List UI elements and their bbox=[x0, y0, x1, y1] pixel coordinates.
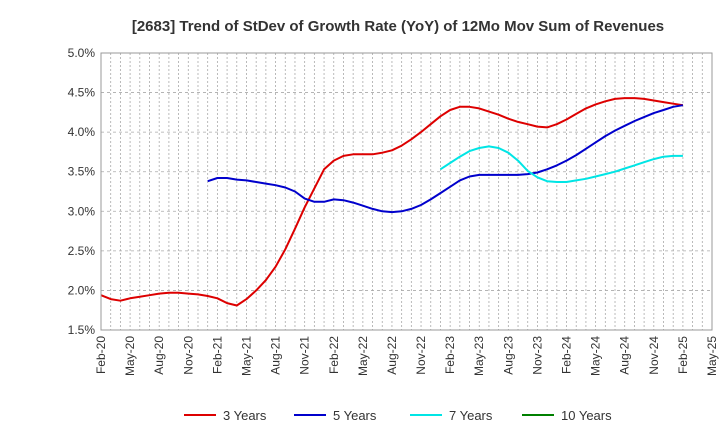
grid bbox=[101, 53, 712, 330]
x-tick-label: Nov-21 bbox=[298, 336, 312, 375]
y-axis-tick-labels: 1.5% 2.0% 2.5% 3.0% 3.5% 4.0% 4.5% 5.0% bbox=[68, 46, 96, 337]
y-tick-label: 2.5% bbox=[68, 244, 96, 258]
series-line-5-years bbox=[207, 104, 684, 214]
y-tick-label: 4.5% bbox=[68, 86, 96, 100]
series-group bbox=[100, 97, 684, 307]
x-tick-label: May-23 bbox=[472, 336, 486, 376]
x-tick-label: Feb-25 bbox=[676, 336, 690, 374]
series-line-7-years bbox=[439, 145, 683, 183]
x-tick-label: Aug-22 bbox=[385, 336, 399, 375]
y-tick-label: 4.0% bbox=[68, 125, 96, 139]
x-tick-label: Nov-24 bbox=[647, 336, 661, 375]
x-axis-tick-labels: Feb-20 May-20 Aug-20 Nov-20 Feb-21 May-21 Aug-… bbox=[94, 336, 719, 376]
x-tick-label: Aug-20 bbox=[152, 336, 166, 375]
x-tick-label: Feb-20 bbox=[94, 336, 108, 374]
legend-label: 7 Years bbox=[449, 408, 493, 423]
x-tick-label: May-22 bbox=[356, 336, 370, 376]
legend: 3 Years 5 Years 7 Years 10 Years bbox=[184, 408, 612, 423]
y-tick-label: 3.5% bbox=[68, 165, 96, 179]
chart-title: [2683] Trend of StDev of Growth Rate (Yo… bbox=[132, 18, 664, 35]
x-tick-label: Feb-23 bbox=[443, 336, 457, 374]
x-tick-label: Feb-21 bbox=[210, 336, 224, 374]
x-tick-label: Aug-23 bbox=[501, 336, 515, 375]
x-tick-label: Feb-24 bbox=[560, 336, 574, 374]
x-tick-label: Feb-22 bbox=[327, 336, 341, 374]
x-tick-label: Aug-24 bbox=[618, 336, 632, 375]
x-tick-label: Aug-21 bbox=[269, 336, 283, 375]
x-tick-label: May-25 bbox=[705, 336, 719, 376]
x-tick-label: Nov-20 bbox=[181, 336, 195, 375]
y-tick-label: 1.5% bbox=[68, 323, 96, 337]
x-tick-label: May-20 bbox=[123, 336, 137, 376]
series-line-3-years bbox=[100, 97, 684, 307]
y-tick-label: 2.0% bbox=[68, 283, 96, 297]
legend-label: 5 Years bbox=[333, 408, 377, 423]
y-tick-label: 5.0% bbox=[68, 46, 96, 60]
x-tick-label: Nov-22 bbox=[414, 336, 428, 375]
y-tick-label: 3.0% bbox=[68, 204, 96, 218]
x-tick-label: May-21 bbox=[239, 336, 253, 376]
x-tick-label: May-24 bbox=[589, 336, 603, 376]
legend-label: 3 Years bbox=[223, 408, 267, 423]
plot-frame bbox=[100, 52, 713, 331]
x-tick-label: Nov-23 bbox=[530, 336, 544, 375]
legend-label: 10 Years bbox=[561, 408, 612, 423]
